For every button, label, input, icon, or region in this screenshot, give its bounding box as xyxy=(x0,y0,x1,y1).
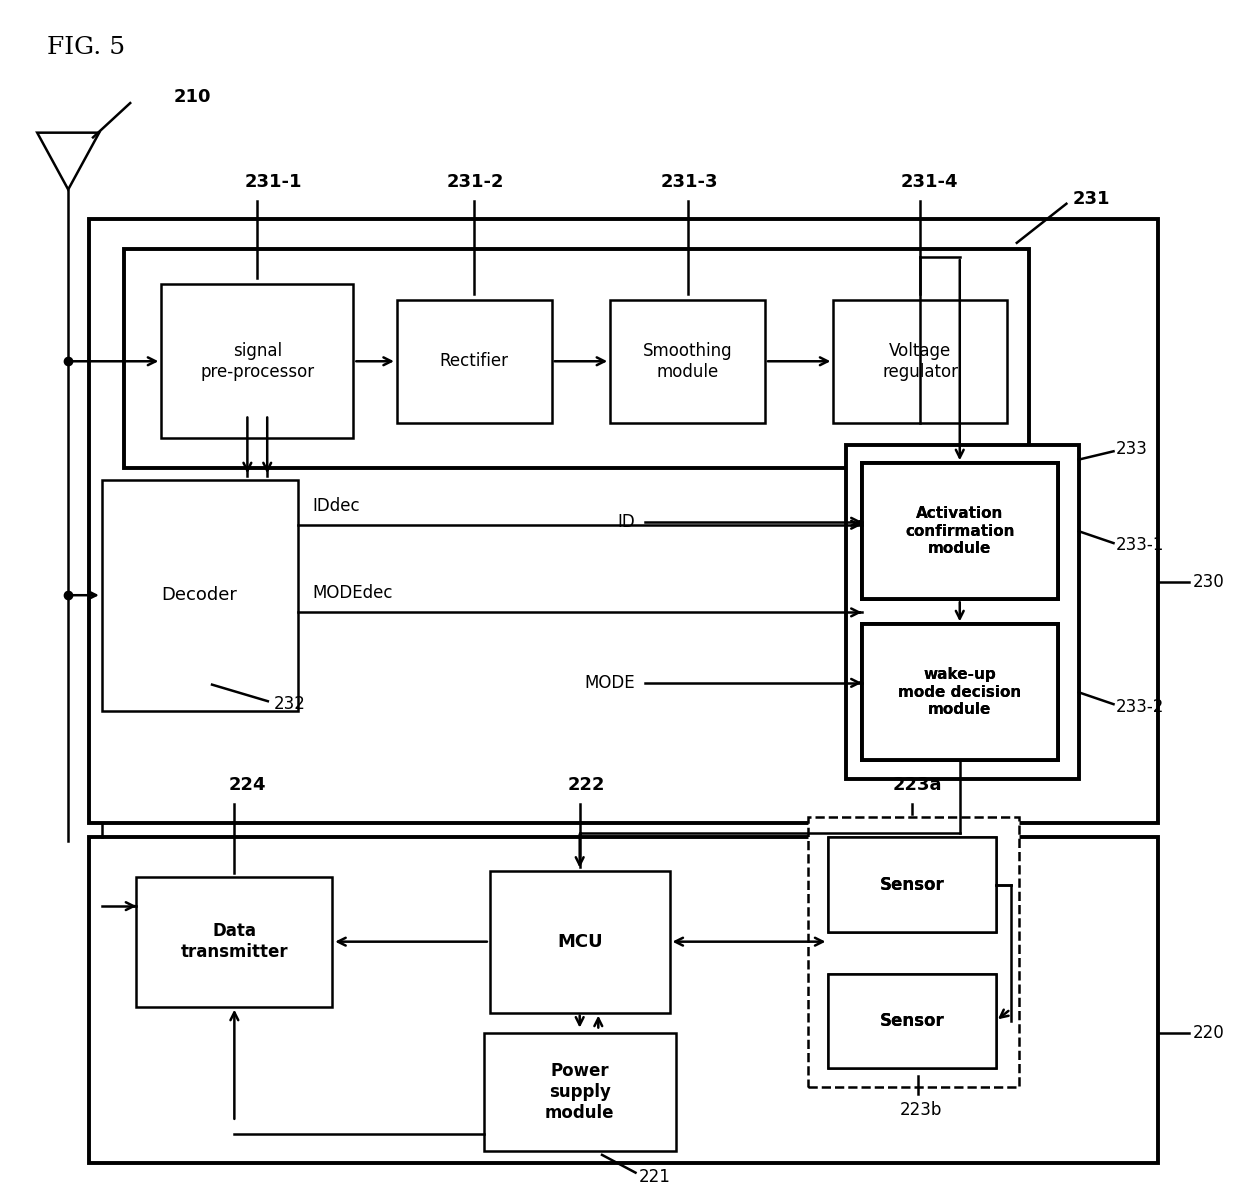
Text: 231-3: 231-3 xyxy=(660,173,718,191)
Text: Decoder: Decoder xyxy=(161,586,238,605)
Text: Sensor: Sensor xyxy=(879,876,945,893)
Bar xyxy=(808,817,1019,1087)
Text: Smoothing
module: Smoothing module xyxy=(642,342,733,380)
Text: 220: 220 xyxy=(1193,1024,1225,1042)
Text: Power
supply
module: Power supply module xyxy=(544,1062,615,1121)
Text: signal
pre-processor: signal pre-processor xyxy=(200,342,315,380)
Text: 231-1: 231-1 xyxy=(246,173,303,191)
Text: Activation
confirmation
module: Activation confirmation module xyxy=(905,506,1014,556)
Bar xyxy=(136,877,332,1006)
Text: 222: 222 xyxy=(568,776,605,795)
Text: MCU: MCU xyxy=(557,933,603,950)
Bar xyxy=(862,624,1058,760)
Bar xyxy=(102,480,298,710)
Text: MODE: MODE xyxy=(584,674,635,691)
Text: IDdec: IDdec xyxy=(312,497,360,514)
Bar xyxy=(89,219,1158,823)
Text: FIG. 5: FIG. 5 xyxy=(47,36,125,58)
Text: 231: 231 xyxy=(1073,190,1110,208)
Bar xyxy=(610,299,765,423)
Text: 233: 233 xyxy=(1116,440,1148,457)
Text: 232: 232 xyxy=(274,695,306,713)
Bar xyxy=(828,838,996,933)
Bar xyxy=(846,446,1079,779)
Text: 231-4: 231-4 xyxy=(900,173,957,191)
Text: wake-up
mode decision
module: wake-up mode decision module xyxy=(898,668,1022,718)
Text: Sensor: Sensor xyxy=(879,876,945,893)
Bar xyxy=(828,974,996,1068)
Bar xyxy=(89,838,1158,1163)
Text: Data
transmitter: Data transmitter xyxy=(181,922,288,961)
Bar xyxy=(124,248,1029,468)
Text: 210: 210 xyxy=(174,88,211,106)
Text: 230: 230 xyxy=(1193,573,1225,590)
Text: wake-up
mode decision
module: wake-up mode decision module xyxy=(898,668,1022,718)
Text: Sensor: Sensor xyxy=(879,1012,945,1030)
Bar xyxy=(862,463,1058,600)
Bar xyxy=(397,299,552,423)
Bar xyxy=(161,284,353,438)
Text: Sensor: Sensor xyxy=(879,1012,945,1030)
Bar xyxy=(828,838,996,933)
Text: Voltage
regulator: Voltage regulator xyxy=(882,342,959,380)
Text: 224: 224 xyxy=(228,776,265,795)
Text: 231-2: 231-2 xyxy=(446,173,505,191)
Text: Activation
confirmation
module: Activation confirmation module xyxy=(905,506,1014,556)
Bar xyxy=(828,974,996,1068)
Bar xyxy=(862,624,1058,760)
Bar xyxy=(833,299,1007,423)
Text: ID: ID xyxy=(618,513,635,531)
Bar xyxy=(490,871,670,1012)
Text: MODEdec: MODEdec xyxy=(312,584,393,602)
Text: 233-1: 233-1 xyxy=(1116,537,1164,555)
Text: 223b: 223b xyxy=(900,1101,942,1119)
Bar xyxy=(484,1032,676,1151)
Text: Rectifier: Rectifier xyxy=(440,353,508,371)
Text: 233-2: 233-2 xyxy=(1116,697,1164,715)
Bar xyxy=(862,463,1058,600)
Text: 223a: 223a xyxy=(893,776,941,795)
Text: 221: 221 xyxy=(640,1168,671,1187)
